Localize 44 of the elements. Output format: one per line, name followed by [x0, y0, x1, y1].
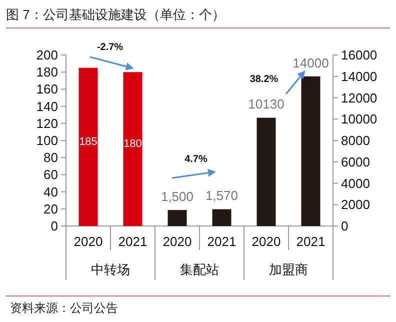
y2-tick-label: 12000	[341, 90, 378, 106]
data-label: 180	[124, 138, 142, 150]
x-tick-label: 2020	[252, 234, 281, 249]
text: 中转场	[91, 262, 130, 277]
y-tick-label: 40	[44, 184, 58, 200]
bar	[168, 210, 187, 226]
y-tick-label: 60	[44, 167, 58, 182]
y2-tick-label: 0	[341, 218, 348, 234]
x-tick-label: 2020	[162, 234, 192, 249]
y-tick-label: 180	[36, 64, 58, 80]
y2-tick-label: 4000	[341, 176, 370, 191]
bar	[212, 209, 232, 226]
chart-title: 图 7：公司基础设施建设（单位：个）	[6, 7, 225, 22]
data-label: 1,500	[160, 188, 194, 204]
y-tick-label: 100	[36, 133, 58, 148]
x-tick-label: 2021	[118, 234, 148, 249]
x-tick-label: 2021	[207, 234, 236, 249]
y2-tick-label: 10000	[341, 112, 378, 127]
data-label: 10130	[248, 96, 284, 112]
y2-tick-label: 2000	[341, 197, 370, 212]
text: 集配站	[180, 262, 219, 277]
annotation: 38.2%	[250, 74, 278, 85]
bar	[301, 76, 320, 226]
y2-tick-label: 8000	[341, 133, 370, 148]
y-tick-label: 200	[36, 48, 58, 62]
data-label: 1,570	[205, 188, 238, 204]
y-tick-label: 140	[36, 98, 58, 114]
y2-tick-label: 14000	[341, 68, 378, 84]
annotation: 4.7%	[184, 154, 208, 165]
y-tick-label: 120	[36, 116, 58, 131]
data-label: 14000	[292, 55, 329, 70]
data-label: 185	[79, 136, 98, 148]
text: 加盟商	[269, 262, 308, 277]
bar	[256, 118, 276, 226]
x-tick-label: 2021	[296, 234, 326, 249]
y-tick-label: 20	[44, 201, 58, 216]
y-tick-label: 80	[44, 150, 58, 166]
x-tick-label: 2020	[74, 234, 103, 249]
y-tick-label: 160	[36, 82, 58, 97]
text: 资料来源：公司公告	[10, 301, 118, 315]
y-tick-label: 0	[50, 218, 58, 234]
text: -2.7%	[96, 42, 124, 53]
y2-tick-label: 16000	[341, 48, 378, 62]
y2-tick-label: 6000	[341, 154, 370, 170]
